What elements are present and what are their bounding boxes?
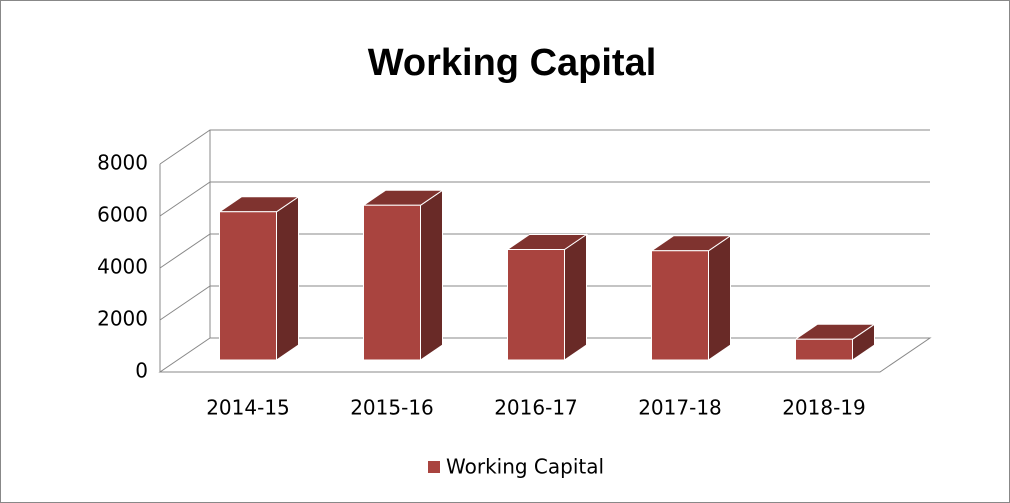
y-tick-label: 6000 bbox=[97, 203, 148, 227]
bar bbox=[361, 189, 445, 361]
bar bbox=[649, 234, 733, 361]
x-tick-label: 2014-15 bbox=[206, 396, 290, 420]
grid-line bbox=[159, 233, 930, 269]
bar-front bbox=[507, 249, 565, 361]
bar-front bbox=[363, 204, 421, 361]
chart-title: Working Capital bbox=[368, 42, 657, 84]
x-tick-label: 2015-16 bbox=[350, 396, 434, 420]
y-tick-label: 8000 bbox=[97, 151, 148, 175]
y-tick-label: 0 bbox=[135, 359, 148, 383]
bar-front bbox=[651, 250, 709, 361]
bar-front bbox=[219, 211, 277, 361]
grid-line bbox=[159, 129, 930, 165]
legend-swatch bbox=[428, 461, 440, 473]
x-tick-label: 2018-19 bbox=[782, 396, 866, 420]
bar-side bbox=[276, 195, 299, 361]
bar-side bbox=[564, 233, 587, 361]
x-tick-label: 2017-18 bbox=[638, 396, 722, 420]
y-tick-label: 4000 bbox=[97, 255, 148, 279]
y-tick-label: 2000 bbox=[97, 307, 148, 331]
bar bbox=[505, 233, 589, 361]
bar-side bbox=[708, 234, 731, 361]
bar bbox=[793, 323, 877, 361]
x-tick-label: 2016-17 bbox=[494, 396, 578, 420]
bar-side bbox=[420, 189, 443, 361]
legend-label: Working Capital bbox=[446, 455, 604, 479]
grid-line bbox=[159, 181, 930, 217]
bar bbox=[217, 195, 301, 361]
bar-front bbox=[795, 338, 853, 361]
